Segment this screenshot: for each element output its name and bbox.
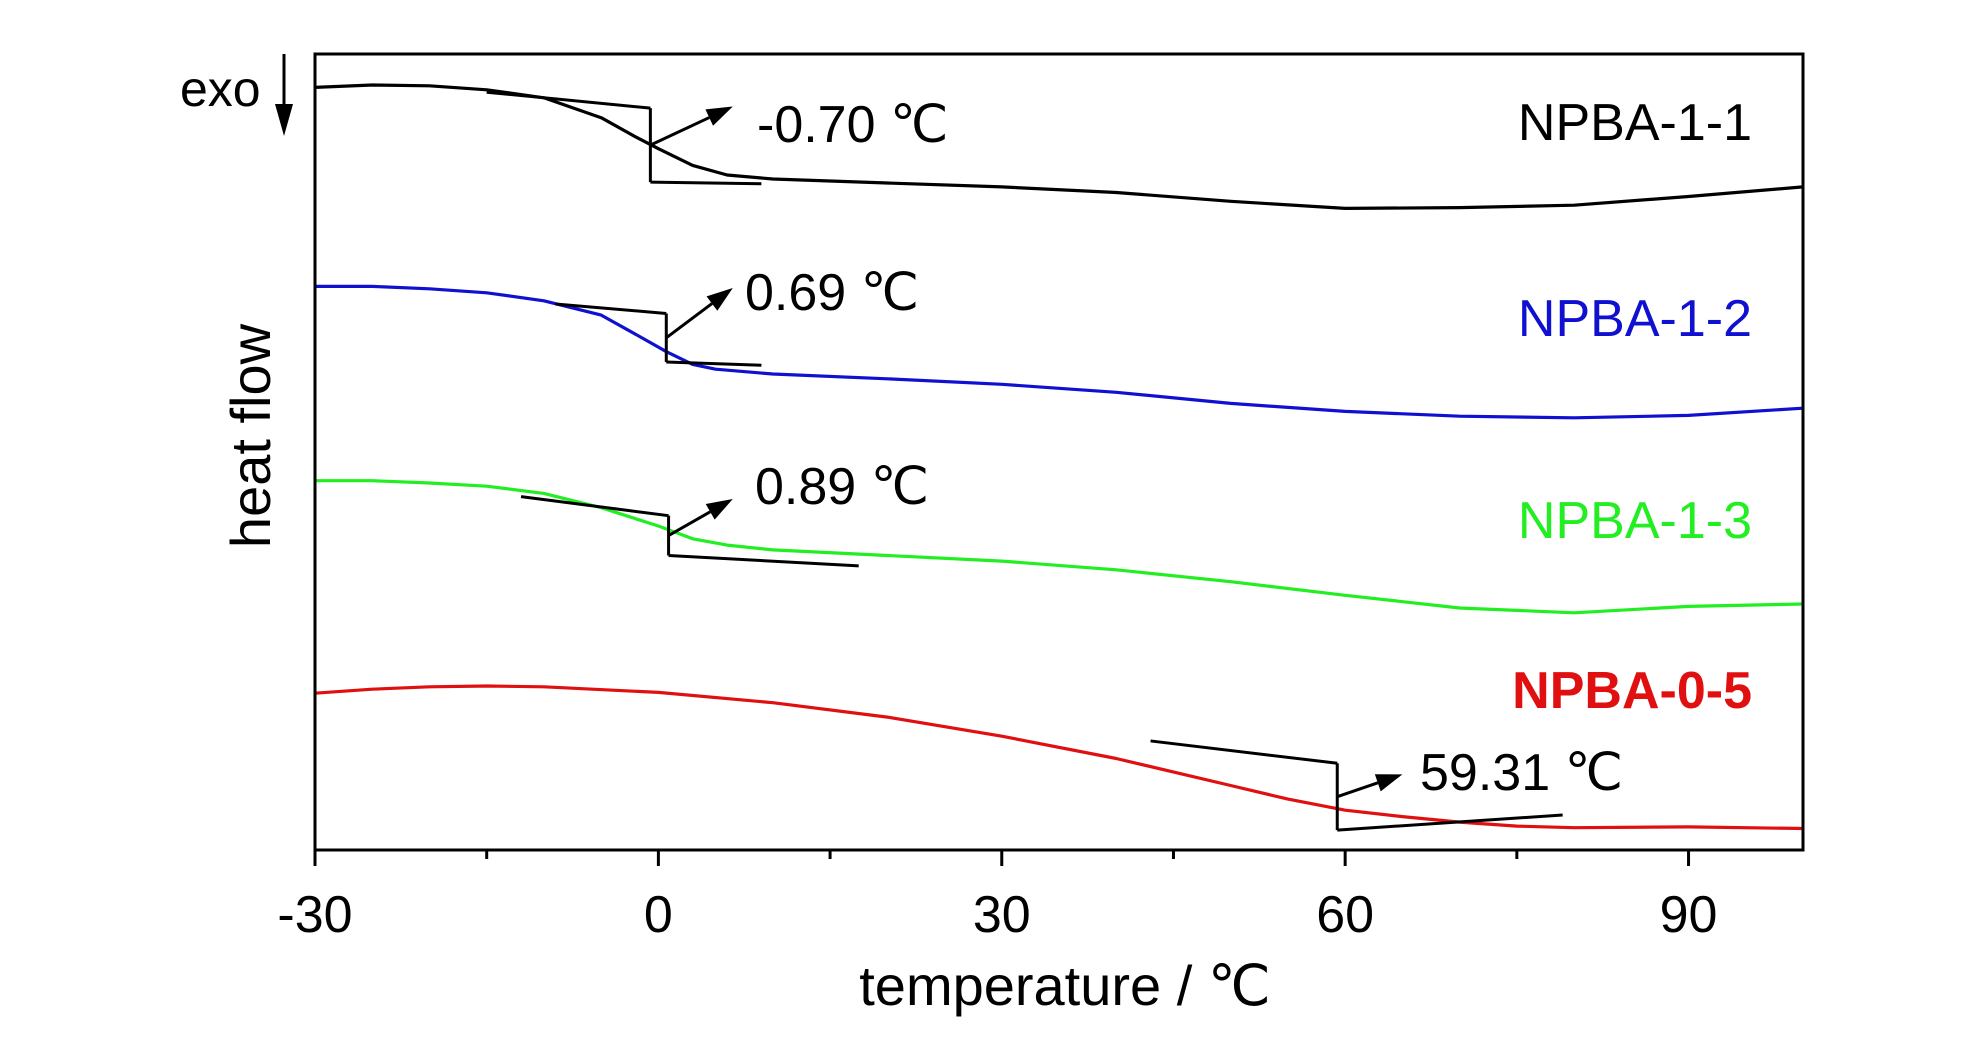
tangent-upper-npba-0-5 (1150, 739, 1338, 765)
tg-arrowhead-npba-0-5 (1374, 774, 1403, 792)
plot-frame (313, 52, 1805, 852)
tangent-lower-npba-0-5 (1337, 813, 1563, 832)
x-tick-label: -30 (277, 886, 352, 944)
series-label-npba-1-2: NPBA-1-2 (1518, 290, 1752, 348)
series-line-npba-1-2 (315, 284, 1804, 420)
series-curves (314, 83, 1804, 831)
series-label-npba-1-3: NPBA-1-3 (1518, 492, 1752, 550)
tg-arrow-npba-0-5 (1336, 781, 1379, 799)
tg-arrowhead-npba-1-2 (706, 288, 733, 311)
tangent-upper-npba-1-1 (486, 90, 651, 110)
exo-down-arrow-icon (275, 54, 293, 136)
tg-arrow-npba-1-2 (665, 302, 713, 339)
tangent-lines (486, 90, 1563, 832)
series-line-npba-0-5 (314, 684, 1804, 831)
series-line-npba-1-3 (315, 479, 1804, 615)
x-axis-label: temperature / ℃ (859, 954, 1271, 1017)
y-axis-label: heat flow (219, 323, 282, 548)
tg-label-npba-0-5: 59.31 ℃ (1420, 744, 1623, 802)
x-axis-ticks: -30 0 30 60 90 (277, 850, 1717, 944)
series-label-npba-1-1: NPBA-1-1 (1518, 94, 1752, 152)
tg-label-npba-1-2: 0.69 ℃ (745, 264, 919, 322)
tangent-upper-npba-1-2 (555, 302, 667, 315)
x-tick-label: 0 (644, 886, 673, 944)
tangent-lower-npba-1-3 (668, 553, 859, 568)
tg-label-npba-1-3: 0.89 ℃ (755, 458, 929, 516)
series-label-npba-0-5: NPBA-0-5 (1512, 662, 1752, 720)
exo-label: exo (180, 61, 261, 117)
x-tick-label: 30 (973, 886, 1031, 944)
x-tick-label: 60 (1316, 886, 1374, 944)
tangent-lower-npba-1-2 (666, 360, 762, 367)
tg-arrowhead-npba-1-1 (705, 106, 733, 126)
tg-arrow-npba-1-1 (649, 116, 710, 147)
x-tick-label: 90 (1660, 886, 1718, 944)
tangent-lower-npba-1-1 (650, 180, 762, 186)
tg-label-npba-1-1: -0.70 ℃ (757, 96, 948, 154)
tg-arrowhead-npba-1-3 (705, 498, 733, 520)
series-line-npba-1-1 (314, 83, 1804, 210)
tangent-upper-npba-1-3 (520, 495, 669, 518)
tg-arrow-npba-1-3 (667, 510, 711, 537)
series-labels: -0.70 ℃ NPBA-1-1 0.69 ℃ NPBA-1-2 0.89 ℃ NPBA-… (745, 94, 1752, 802)
